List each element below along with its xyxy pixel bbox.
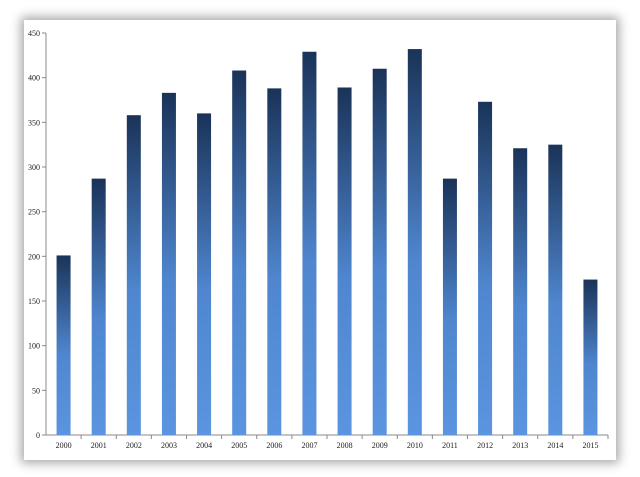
y-tick-label: 200 xyxy=(28,252,40,261)
y-tick-label: 450 xyxy=(28,29,40,38)
x-tick-label: 2002 xyxy=(126,441,142,450)
bar-2012 xyxy=(478,101,493,435)
bar-2007 xyxy=(302,51,317,435)
x-tick-label: 2004 xyxy=(196,441,212,450)
x-tick-label: 2009 xyxy=(372,441,388,450)
y-tick-label: 400 xyxy=(28,74,40,83)
bar-2006 xyxy=(267,88,282,436)
x-axis-ticks: 2000 2001 2002 2003 2004 2005 2006 2007 2008 2009… xyxy=(56,435,609,450)
x-tick-label: 2011 xyxy=(442,441,458,450)
bar-2009 xyxy=(372,68,387,435)
y-tick-label: 150 xyxy=(28,297,40,306)
y-tick-label: 250 xyxy=(28,208,40,217)
x-tick-label: 2006 xyxy=(266,441,282,450)
x-tick-label: 2003 xyxy=(161,441,177,450)
x-tick-label: 2007 xyxy=(301,441,317,450)
y-tick-label: 350 xyxy=(28,118,40,127)
y-tick-label: 100 xyxy=(28,342,40,351)
x-tick-label: 2000 xyxy=(56,441,72,450)
x-tick-label: 2010 xyxy=(407,441,423,450)
x-tick-label: 2013 xyxy=(512,441,528,450)
bar-2001 xyxy=(91,178,106,435)
x-tick-label: 2012 xyxy=(477,441,493,450)
x-tick-label: 2015 xyxy=(582,441,598,450)
x-tick-label: 2014 xyxy=(547,441,563,450)
bar-2008 xyxy=(337,87,352,435)
bar-2011 xyxy=(442,178,457,435)
x-tick-label: 2005 xyxy=(231,441,247,450)
bar-2004 xyxy=(197,113,212,436)
bar-2002 xyxy=(126,115,141,435)
x-tick-label: 2001 xyxy=(91,441,107,450)
y-tick-label: 0 xyxy=(36,431,40,440)
bar-2015 xyxy=(583,279,598,435)
bar-2000 xyxy=(56,255,71,435)
x-tick-label: 2008 xyxy=(337,441,353,450)
y-tick-label: 300 xyxy=(28,163,40,172)
y-axis-ticks: 0 50 100 150 200 250 300 350 400 450 xyxy=(28,29,46,440)
bars xyxy=(56,49,598,436)
y-tick-label: 50 xyxy=(32,386,40,395)
bar-2014 xyxy=(548,144,563,435)
bar-2003 xyxy=(161,92,176,435)
bar-2005 xyxy=(232,70,247,436)
bar-2010 xyxy=(407,49,422,435)
bar-2013 xyxy=(513,148,528,436)
